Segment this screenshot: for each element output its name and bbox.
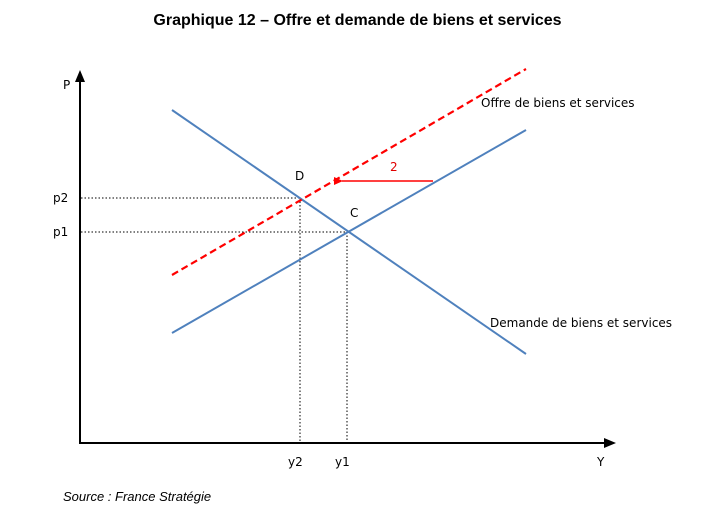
- chart-title: Graphique 12 – Offre et demande de biens…: [153, 12, 562, 29]
- x-tick-label-y2: y2: [288, 455, 303, 469]
- supply-line: [171, 129, 527, 334]
- point-label-d: D: [295, 169, 304, 183]
- x-axis-label: Y: [596, 455, 605, 469]
- x-tick-label-y1: y1: [335, 455, 350, 469]
- point-label-c: C: [350, 206, 358, 220]
- shift-label: 2: [390, 160, 398, 174]
- y-tick-label-p1: p1: [53, 225, 68, 239]
- x-axis-arrow: [604, 438, 616, 448]
- demand-series-label: Demande de biens et services: [490, 316, 672, 330]
- y-axis-arrow: [75, 70, 85, 82]
- source-note: Source : France Stratégie: [63, 489, 212, 504]
- y-tick-label-p2: p2: [53, 191, 68, 205]
- y-axis-label: P: [63, 78, 70, 92]
- shifted-supply-line: [171, 68, 527, 276]
- supply-series-label: Offre de biens et services: [481, 96, 635, 110]
